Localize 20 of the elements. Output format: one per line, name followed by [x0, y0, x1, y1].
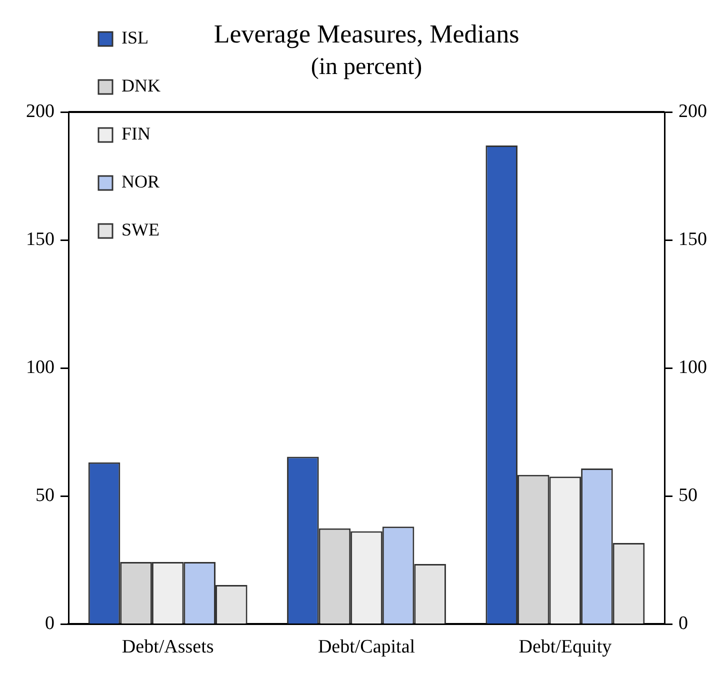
- y-tick-label: 50: [36, 485, 54, 506]
- legend-label: SWE: [122, 220, 160, 240]
- y2-tick-label: 50: [678, 485, 698, 506]
- legend-label: FIN: [122, 124, 151, 144]
- legend-label: ISL: [122, 28, 148, 48]
- y-tick-label: 200: [26, 100, 54, 122]
- x-tick-label: Debt/Assets: [122, 636, 214, 658]
- x-tick-label: Debt/Equity: [518, 636, 612, 658]
- x-tick-label: Debt/Capital: [318, 636, 416, 658]
- y-tick-label: 0: [45, 613, 54, 634]
- chart-subtitle: (in percent): [310, 54, 422, 80]
- y2-tick-label: 0: [678, 613, 688, 634]
- y2-tick-label: 150: [678, 229, 707, 250]
- y2-tick-label: 100: [678, 357, 707, 378]
- legend-label: NOR: [122, 172, 160, 192]
- y2-tick-label: 200: [678, 100, 707, 122]
- y-tick-label: 100: [26, 357, 54, 378]
- chart-title: Leverage Measures, Medians: [214, 19, 520, 48]
- y-tick-label: 150: [26, 229, 54, 250]
- legend-label: DNK: [122, 76, 160, 96]
